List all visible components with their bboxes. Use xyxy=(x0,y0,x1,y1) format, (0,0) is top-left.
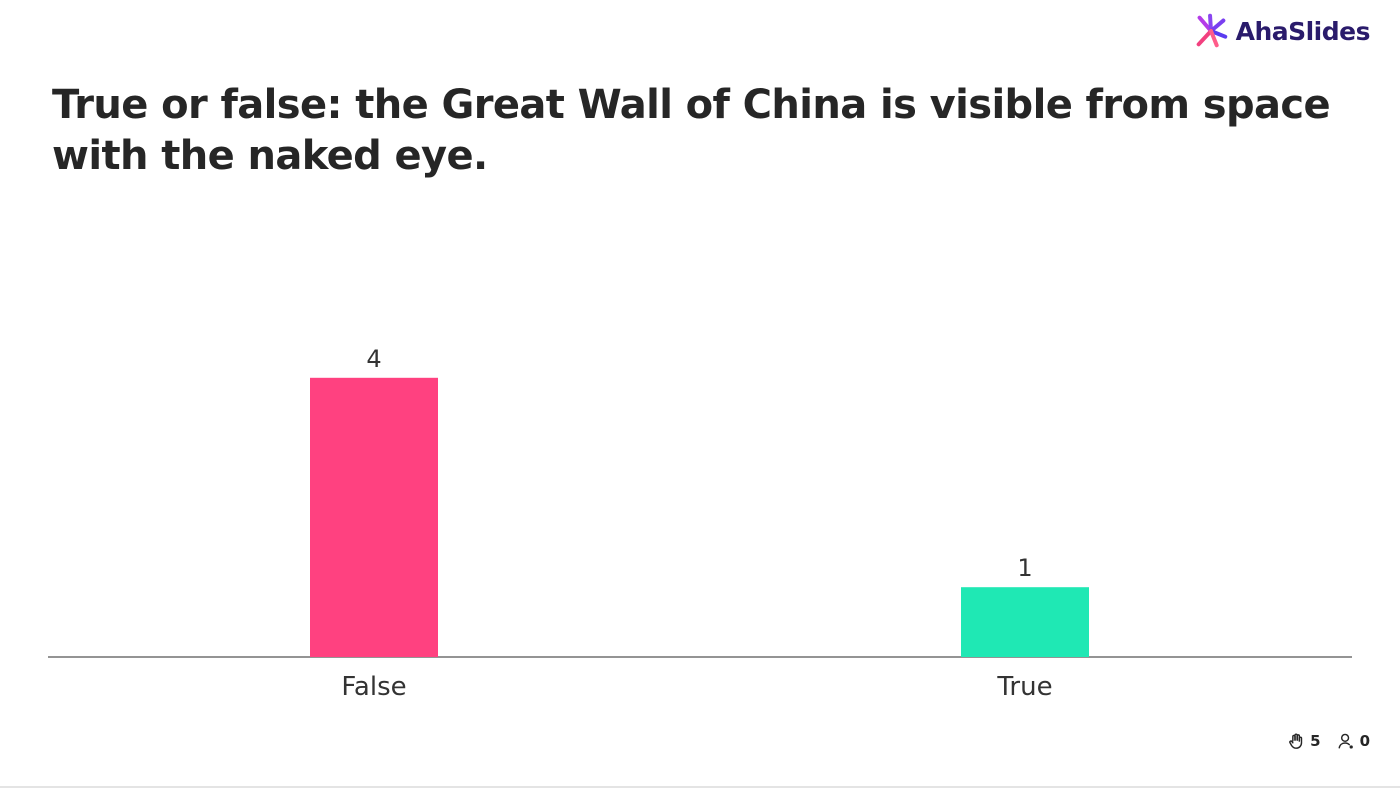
user-icon xyxy=(1338,733,1353,749)
ahaslides-logo-icon xyxy=(1196,13,1227,48)
category-label-true: True xyxy=(996,672,1052,702)
bar-true xyxy=(961,587,1089,657)
audience-counter: 0 xyxy=(1337,732,1370,750)
category-label-false: False xyxy=(341,672,406,702)
brand-logo: AhaSlides xyxy=(1192,12,1371,50)
question-title: True or false: the Great Wall of China i… xyxy=(52,82,1331,179)
responses-counter: 5 xyxy=(1287,732,1321,750)
bar-false xyxy=(310,377,438,657)
raised-hand-icon xyxy=(1289,733,1303,749)
data-label-false: 4 xyxy=(366,345,381,373)
audience-count: 0 xyxy=(1359,732,1370,750)
brand-name: AhaSlides xyxy=(1235,16,1371,46)
responses-count: 5 xyxy=(1310,732,1321,750)
data-label-true: 1 xyxy=(1017,554,1032,582)
slide-footer: 5 0 xyxy=(1287,732,1370,750)
